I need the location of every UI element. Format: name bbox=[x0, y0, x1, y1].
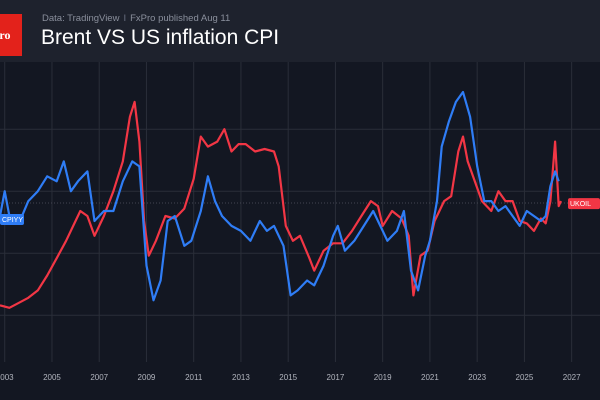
source-right-text: FxPro published Aug 11 bbox=[130, 13, 231, 24]
x-tick-label: 2027 bbox=[563, 373, 581, 382]
tag-layer: CPIYY UKOIL bbox=[0, 198, 600, 225]
series-layer bbox=[0, 90, 562, 309]
x-axis-ticks: 2003 2005 2007 2009 2011 2013 2015 2017 2019 2021… bbox=[0, 373, 581, 382]
x-tick-label: 2019 bbox=[374, 373, 392, 382]
x-tick-label: 2021 bbox=[421, 373, 439, 382]
series-tag-label: CPIYY bbox=[2, 217, 23, 224]
x-tick-label: 2017 bbox=[327, 373, 345, 382]
series-line-ukoil bbox=[0, 100, 562, 309]
fxpro-logo: Pro bbox=[0, 14, 22, 56]
source-left-text: Data: TradingView bbox=[42, 13, 120, 24]
series-tag-label: UKOIL bbox=[570, 201, 591, 208]
x-tick-label: 2013 bbox=[232, 373, 250, 382]
series-line-cpiyy bbox=[0, 90, 560, 302]
x-tick-label: 2005 bbox=[43, 373, 61, 382]
x-tick-label: 2015 bbox=[279, 373, 297, 382]
x-tick-label: 2025 bbox=[516, 373, 534, 382]
x-tick-label: 2011 bbox=[185, 373, 203, 382]
grid-layer bbox=[0, 62, 600, 362]
x-tick-label: 2009 bbox=[138, 373, 156, 382]
x-tick-label: 2003 bbox=[0, 373, 14, 382]
source-line: Data: TradingView I FxPro published Aug 11 bbox=[42, 13, 230, 24]
series-tag-ukoil bbox=[568, 198, 600, 210]
chart-title: Brent VS US inflation CPI bbox=[41, 26, 280, 49]
series-tag-cpiyy bbox=[0, 214, 24, 225]
source-separator: I bbox=[123, 13, 127, 24]
x-tick-label: 2023 bbox=[468, 373, 486, 382]
x-tick-label: 2007 bbox=[90, 373, 108, 382]
